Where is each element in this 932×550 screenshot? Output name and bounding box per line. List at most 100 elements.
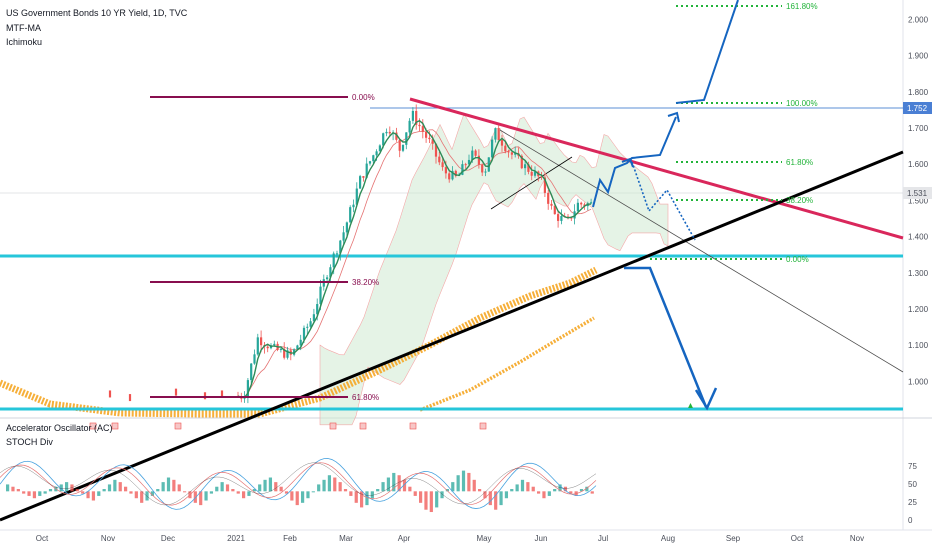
candle-body	[507, 151, 510, 153]
ac-bar	[204, 491, 208, 501]
oscillator-axis[interactable]: 0 25 50 75	[908, 462, 917, 525]
ac-bar	[145, 491, 149, 501]
indicator-stoch-div[interactable]: STOCH Div	[6, 437, 53, 447]
stoch-signal-box	[479, 422, 487, 430]
ac-bar	[81, 491, 85, 494]
candle-body	[316, 304, 319, 315]
ac-bar	[215, 486, 219, 492]
ac-bar	[284, 491, 289, 494]
candle-body	[352, 204, 355, 208]
candle-body	[557, 214, 560, 221]
fib-ret-label-38: 38.20%	[352, 278, 379, 287]
ac-bar	[451, 482, 455, 492]
candle-body	[580, 202, 583, 205]
ac-bar	[124, 486, 128, 492]
candle-body	[454, 170, 457, 177]
ac-bar	[322, 479, 326, 492]
dotted-projection-path[interactable]	[631, 161, 696, 241]
candle-body	[286, 350, 289, 358]
candle-body	[312, 314, 315, 322]
ac-bar	[585, 486, 589, 492]
candle-body	[293, 349, 296, 355]
candle-body	[306, 326, 309, 328]
candle-body	[477, 155, 480, 165]
candle-body	[550, 203, 553, 206]
candle-body	[590, 202, 593, 204]
ac-bar	[209, 491, 214, 494]
candle-body	[570, 217, 573, 219]
ac-bar	[419, 491, 423, 503]
indicator-accelerator-oscillator[interactable]: Accelerator Oscillator (AC)	[6, 423, 113, 433]
ac-bar	[6, 484, 10, 492]
x-tick-label: Jun	[535, 534, 548, 543]
stoch-signal-box	[359, 422, 367, 430]
candle-body	[375, 151, 378, 156]
ac-bar	[247, 491, 251, 496]
candle-body	[431, 139, 434, 144]
y-tick-label: 1.900	[908, 52, 929, 61]
ac-bar	[75, 489, 79, 492]
ac-bar	[445, 489, 450, 492]
candle-body	[484, 171, 487, 173]
candle-body	[349, 207, 352, 223]
fib-retracement-tool[interactable]: 0.00% 38.20% 61.80%	[150, 93, 379, 402]
bullish-projection-arrow[interactable]	[592, 0, 739, 208]
ac-bar	[317, 484, 321, 492]
ac-bar	[386, 477, 391, 492]
time-axis[interactable]: Oct Nov Dec 2021 Feb Mar Apr May Jun Jul Aug Sep Oct…	[36, 534, 864, 543]
x-tick-label: Mar	[339, 534, 353, 543]
candle-body	[405, 132, 408, 145]
candle-body	[299, 339, 302, 346]
ichimoku-tenkan-line	[237, 119, 592, 399]
candle-body	[359, 176, 362, 189]
candle-body	[461, 164, 464, 175]
candle-body	[464, 164, 467, 166]
fib-extension-tool[interactable]: 161.80% 100.00% 61.80% 38.20% 0.00%	[650, 2, 818, 264]
candle-body	[497, 128, 500, 141]
candle-body	[326, 277, 329, 280]
ac-bar	[161, 482, 165, 492]
ac-bar	[301, 491, 305, 503]
ac-bar	[590, 491, 594, 494]
candle-body	[543, 177, 546, 193]
candle-body	[203, 392, 207, 400]
ac-bar	[360, 491, 364, 508]
indicator-mtf-ma[interactable]: MTF-MA	[6, 23, 41, 33]
fib-ret-label-0: 0.00%	[352, 93, 375, 102]
candle-body	[395, 132, 398, 140]
x-tick-label: Jul	[598, 534, 608, 543]
candle-body	[438, 156, 441, 163]
bearish-projection-arrow[interactable]	[624, 266, 718, 411]
ac-bar	[376, 489, 380, 492]
y-tick-label: 1.100	[908, 341, 929, 350]
ac-bar	[242, 491, 246, 499]
ac-bar	[113, 479, 117, 492]
candle-body	[481, 164, 484, 173]
thin-projection-trendline[interactable]	[499, 129, 904, 373]
candle-body	[398, 139, 401, 151]
red-descending-trendline[interactable]	[409, 97, 904, 240]
ac-bar	[295, 491, 299, 506]
price-axis[interactable]: 1.000 1.100 1.200 1.300 1.400 1.500 1.600 1.700…	[908, 15, 929, 386]
ac-bar	[22, 491, 26, 494]
ac-bar	[70, 484, 74, 492]
stoch-signal-markers	[89, 422, 487, 430]
ac-bar	[327, 475, 332, 492]
indicator-ichimoku[interactable]: Ichimoku	[6, 37, 42, 47]
ac-bar	[86, 491, 90, 499]
price-badge-upper-text: 1.752	[907, 104, 928, 113]
stoch-signal-box	[111, 422, 119, 430]
candle-body	[530, 171, 533, 176]
accelerator-oscillator-histogram	[6, 470, 594, 513]
thin-triangle-line-a[interactable]	[490, 156, 573, 210]
candle-body	[428, 137, 431, 140]
ac-bar	[563, 486, 568, 492]
ac-bar	[97, 491, 101, 496]
ma-band-fast	[0, 266, 598, 418]
x-tick-label: Nov	[850, 534, 864, 543]
candle-body	[415, 110, 418, 125]
candle-body	[108, 390, 112, 398]
fib-ext-label-1618: 161.80%	[786, 2, 818, 11]
black-ascending-trendline[interactable]	[0, 150, 904, 522]
